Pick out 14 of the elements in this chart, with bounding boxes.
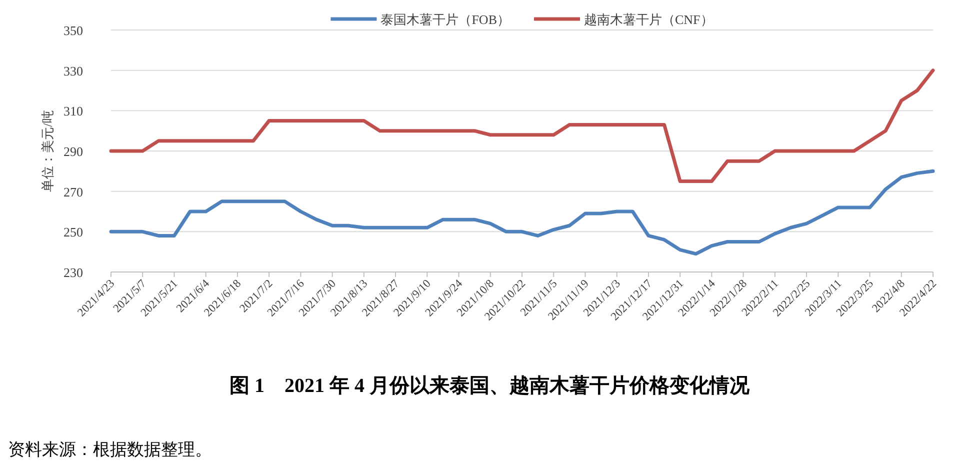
y-tick-label: 310 <box>64 104 83 119</box>
legend-label: 泰国木薯干片（FOB） <box>380 12 510 27</box>
y-tick-label: 270 <box>64 184 83 200</box>
y-tick-label: 290 <box>64 144 83 159</box>
legend-label: 越南木薯干片（CNF） <box>584 12 714 27</box>
text: 资料来源：根据数据整理。 <box>8 440 212 459</box>
y-tick-label: 330 <box>64 63 83 78</box>
y-tick-label: 350 <box>64 23 83 38</box>
line-series <box>109 68 935 183</box>
text: 图 1 2021 年 4 月份以来泰国、越南木薯干片价格变化情况 <box>230 374 750 397</box>
line-series <box>109 169 935 256</box>
y-tick-label: 230 <box>64 265 83 280</box>
y-tick-label: 250 <box>64 224 83 240</box>
y-axis-title: 单位：美元/吨 <box>40 110 55 192</box>
